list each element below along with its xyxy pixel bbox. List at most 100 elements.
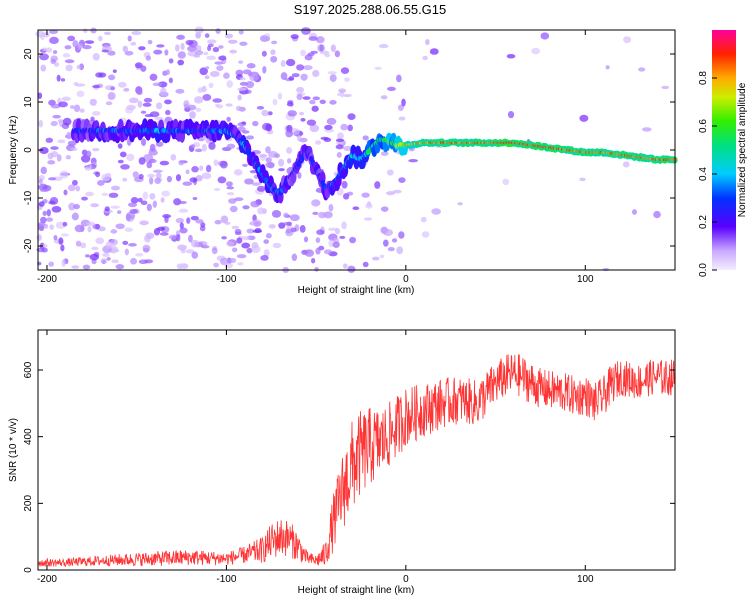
spectrogram-cell [265,161,275,169]
spectrogram-cell [605,65,610,70]
spectrogram-cell [274,153,281,159]
spectrogram-cell [201,143,207,152]
spectrogram-cell [251,245,261,254]
spectrogram-x-ticks: -200 -100 0 100 [37,30,594,285]
spectrogram-cell [49,36,59,45]
snr-x-tick-label: -200 [37,574,57,585]
spectrogram-cell [364,217,373,221]
spectrogram-cell [271,210,282,218]
spectrogram-cell [85,254,90,258]
spectrogram-cell [71,179,78,186]
spectrogram-cell [39,146,49,155]
spectrogram-cell [101,49,109,53]
colorbar-tick-label: 0.2 [698,215,709,229]
colorbar-tick-label: 0.6 [698,119,709,133]
spectrogram-cell [145,55,152,61]
spectrogram-cell [155,172,162,179]
spectrogram-cell [289,214,300,222]
colorbar-ticks: 0.0 0.2 0.4 0.6 0.8 [698,71,717,277]
spectrogram-cell [102,252,110,257]
spectrogram-cell [159,232,169,236]
spectrogram-cell [297,172,302,179]
spectrogram-cell [217,176,227,184]
spectrogram-cell [191,166,199,173]
spectrogram-cell [372,256,380,261]
spectrogram-cell [335,138,345,142]
spectrogram-cell [123,88,130,92]
spectrogram-cell [221,236,227,240]
spectrogram-cell [340,67,350,75]
snr-y-ticks: 0 200 400 600 [23,361,675,573]
spectrogram-cell [36,234,42,241]
spectrogram-cell [115,223,125,230]
spectrogram-cell [90,203,99,208]
spectrogram-cell [252,229,263,234]
colorbar: 0.0 0.2 0.4 0.6 0.8 Normalized spectral ampl… [698,30,748,277]
spectrogram-cell [108,192,119,198]
spectrogram-cell [117,159,124,164]
spectrogram-cell [234,197,244,202]
spectrogram-cell [149,192,156,200]
spectrogram-cell [83,28,88,34]
spectrogram-cell [82,264,91,270]
spectrogram-cell [268,224,276,229]
spectrogram-cell [190,144,196,148]
spectrogram-cell [286,147,293,154]
spectrogram-cell [300,49,307,57]
spectrogram-cell [122,45,129,53]
spectrogram-cell [53,234,58,241]
spectrogram-cell [242,235,251,241]
spectrogram-cell [62,117,72,126]
spectrogram-cell [58,101,68,108]
spectrogram-cell [315,237,321,244]
spectrogram-cell [320,136,329,141]
spectrogram-cell [401,98,406,107]
spectrogram-cell [286,129,293,133]
spectrogram-cell [80,242,87,249]
spectrogram-cell [319,99,326,105]
spectrogram-cell [365,203,373,209]
spectrogram-cell [250,200,261,208]
spectrogram-cell [237,126,246,132]
spectrogram-cell [81,196,88,201]
spectrogram-cell [49,29,59,35]
spectrogram-cell [208,142,216,150]
spectrogram-cell [63,189,68,196]
spectrogram-cell [288,76,295,81]
spectrogram-y-label: Frequency (Hz) [8,116,19,185]
spectrogram-cell [310,50,318,54]
spectrogram-cell [226,116,231,122]
spectrogram-cell [262,66,267,74]
spectrogram-cell [143,97,153,103]
spectrogram-cell [79,108,85,113]
spectrogram-cell [46,217,54,222]
spectrogram-y-tick-label: 0 [23,147,34,153]
spectrogram-cell [328,203,334,212]
spectrogram-cell [290,34,299,40]
spectrogram-cell [220,55,227,60]
spectrogram-cell [178,200,187,205]
spectrogram-cell [57,139,66,144]
spectrogram-cell [73,104,81,113]
spectrogram-cell [408,159,418,163]
spectrogram-cell [263,239,269,244]
spectrogram-cell [40,64,47,72]
spectrogram-cell [398,231,405,239]
spectrogram-cell [95,223,100,230]
spectrogram-cell [68,202,76,211]
spectrogram-cell [70,105,75,109]
spectrogram-cell [267,111,273,116]
spectrogram-cell [135,252,144,257]
spectrogram-cell [309,99,316,105]
spectrogram-cell [318,211,327,219]
spectrogram-cell [302,65,313,71]
spectrogram-cell [297,134,302,142]
spectrogram-cell [380,151,389,157]
spectrogram-cell [531,47,541,55]
spectrogram-cell [149,73,158,81]
spectrogram-cell [306,119,317,126]
spectrogram-cell [189,111,196,119]
spectrogram-cell [343,145,353,152]
spectrogram-cell [92,85,100,89]
spectrogram-cell [106,257,111,261]
